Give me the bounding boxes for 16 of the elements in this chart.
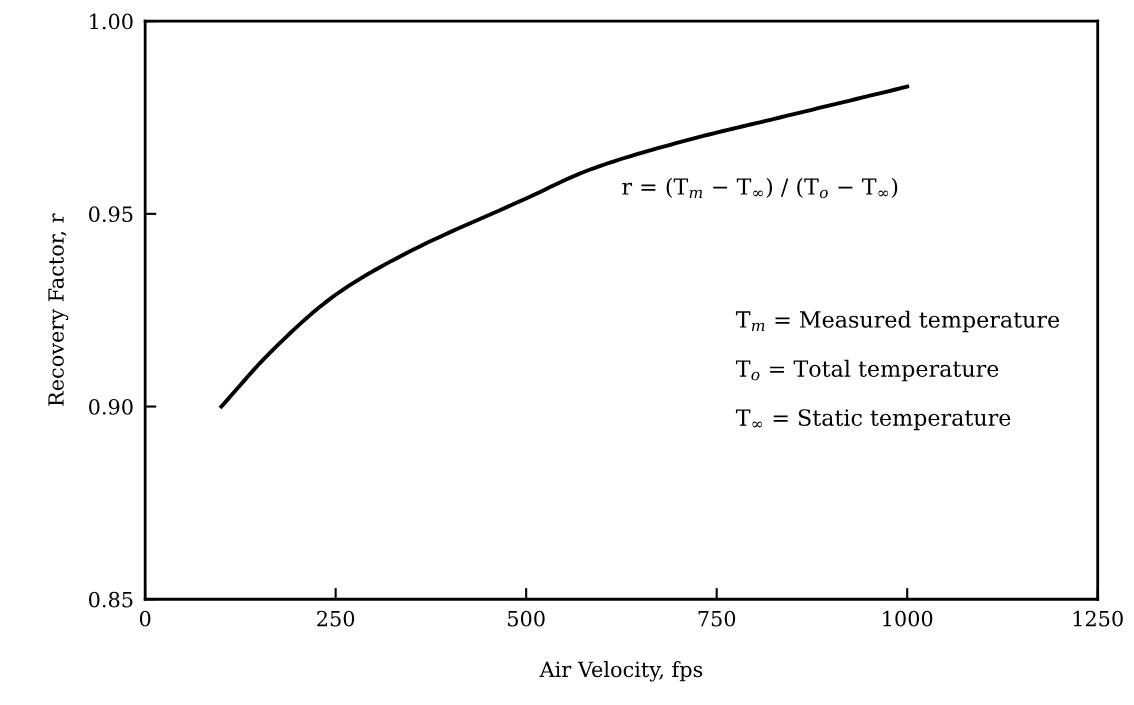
x-axis-title: Air Velocity, fps xyxy=(539,661,703,682)
x-tick-label: 750 xyxy=(698,610,736,627)
annotation: T$_{m}$ = Measured temperature xyxy=(735,310,1060,333)
x-tick-label: 1000 xyxy=(883,610,933,627)
annotation: T$_{o}$ = Total temperature xyxy=(735,359,999,382)
annotation: T$_{∞}$ = Static temperature xyxy=(735,409,1011,431)
x-tick-label: 1250 xyxy=(1073,610,1123,627)
y-tick-label: 0.85 xyxy=(89,591,133,608)
x-tick-label: 0 xyxy=(139,610,151,627)
x-tick-label: 500 xyxy=(508,610,545,627)
y-axis-title: Recovery Factor, r xyxy=(48,213,69,406)
y-tick-label: 1.00 xyxy=(90,13,133,30)
text: r = (T$_{m}$ − T$_{∞}$) / (T$_{o}$ − T$_{∞}$) xyxy=(622,177,898,199)
x-tick-label: 250 xyxy=(317,610,355,627)
y-tick-label: 0.95 xyxy=(89,206,133,223)
y-tick-label: 0.90 xyxy=(89,399,133,415)
